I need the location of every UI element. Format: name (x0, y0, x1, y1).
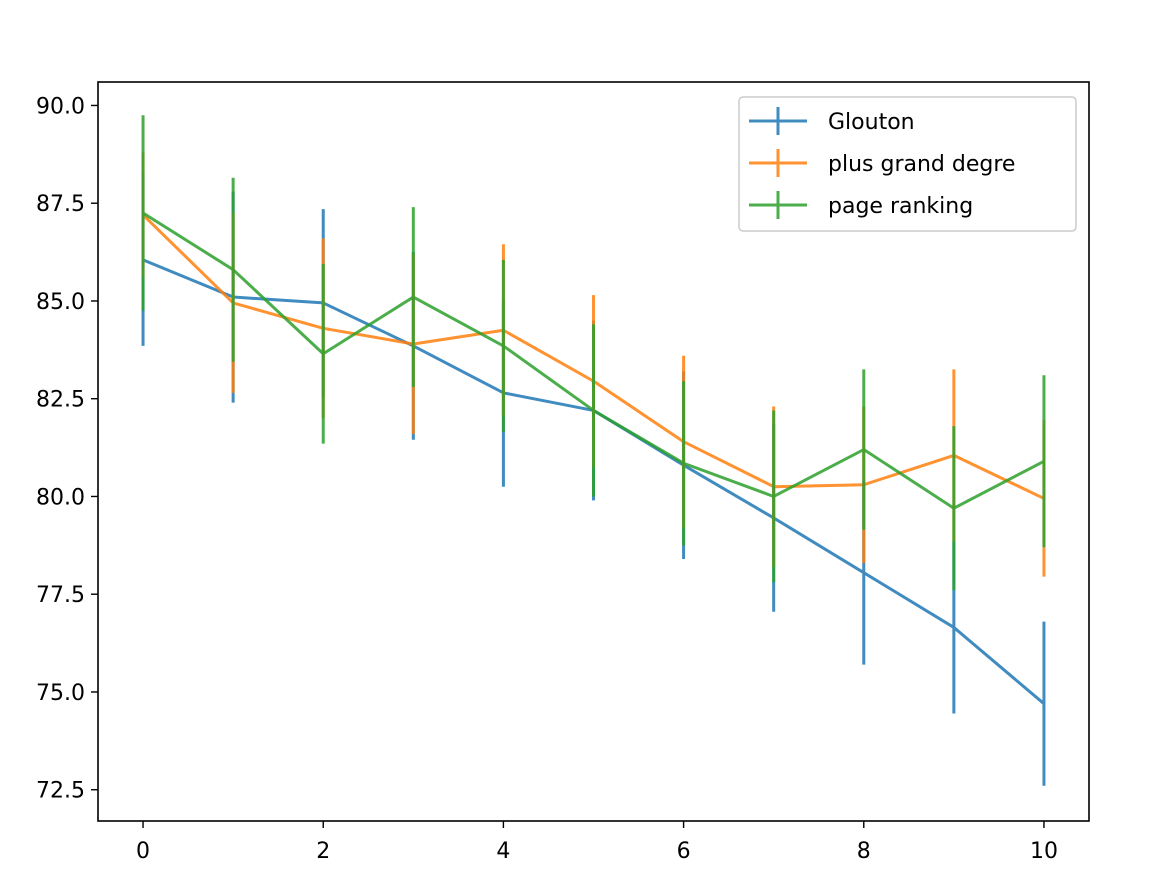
series-line (142, 211, 1045, 510)
series-page-ranking (141, 115, 1046, 591)
y-tick-label: 87.5 (36, 192, 85, 217)
x-tick-label: 10 (1030, 839, 1058, 864)
legend-label: page ranking (828, 194, 973, 219)
x-axis: 0 2 4 6 8 10 (136, 821, 1058, 864)
x-tick-label: 8 (857, 839, 871, 864)
y-tick-label: 75.0 (36, 681, 85, 706)
x-tick-label: 0 (136, 839, 150, 864)
y-axis: 72.5 75.0 77.5 80.0 82.5 85.0 87.5 90.0 (36, 94, 98, 804)
legend-item (749, 191, 807, 219)
x-tick-label: 6 (677, 839, 691, 864)
series-layer (141, 115, 1046, 786)
legend: Glouton plus grand degre page ranking (738, 96, 1077, 232)
legend-box (738, 96, 1077, 232)
x-tick-label: 4 (496, 839, 510, 864)
y-tick-label: 72.5 (36, 779, 85, 804)
legend-item (749, 149, 807, 177)
axes-frame (97, 81, 1090, 822)
y-tick-label: 77.5 (36, 583, 85, 608)
y-tick-label: 85.0 (36, 290, 85, 315)
legend-label: plus grand degre (828, 152, 1015, 177)
y-tick-label: 82.5 (36, 388, 85, 413)
y-tick-label: 80.0 (36, 485, 85, 510)
x-tick-label: 2 (316, 839, 330, 864)
legend-item (749, 107, 807, 135)
legend-label: Glouton (828, 110, 915, 135)
y-tick-label: 90.0 (36, 94, 85, 119)
